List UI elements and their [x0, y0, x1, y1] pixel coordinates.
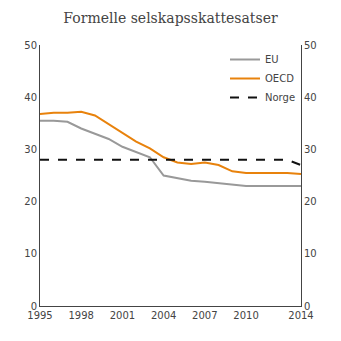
svg-text:OECD: OECD [265, 73, 294, 84]
svg-text:10: 10 [24, 248, 37, 259]
svg-text:2010: 2010 [233, 310, 258, 321]
svg-text:EU: EU [265, 54, 279, 65]
svg-text:0: 0 [31, 301, 37, 312]
svg-text:10: 10 [304, 248, 317, 259]
svg-text:20: 20 [304, 196, 317, 207]
svg-text:Formelle selskapsskattesatser: Formelle selskapsskattesatser [63, 10, 278, 26]
svg-text:40: 40 [304, 92, 317, 103]
svg-text:Norge: Norge [265, 92, 295, 103]
svg-text:1995: 1995 [27, 310, 52, 321]
svg-text:30: 30 [304, 144, 317, 155]
svg-text:50: 50 [304, 40, 317, 51]
svg-text:40: 40 [24, 92, 37, 103]
svg-text:2014: 2014 [288, 310, 313, 321]
svg-text:50: 50 [24, 40, 37, 51]
svg-text:2001: 2001 [110, 310, 135, 321]
svg-text:20: 20 [24, 196, 37, 207]
svg-text:2004: 2004 [151, 310, 176, 321]
svg-text:1998: 1998 [68, 310, 93, 321]
svg-text:30: 30 [24, 144, 37, 155]
svg-text:2007: 2007 [192, 310, 217, 321]
svg-text:0: 0 [304, 301, 310, 312]
